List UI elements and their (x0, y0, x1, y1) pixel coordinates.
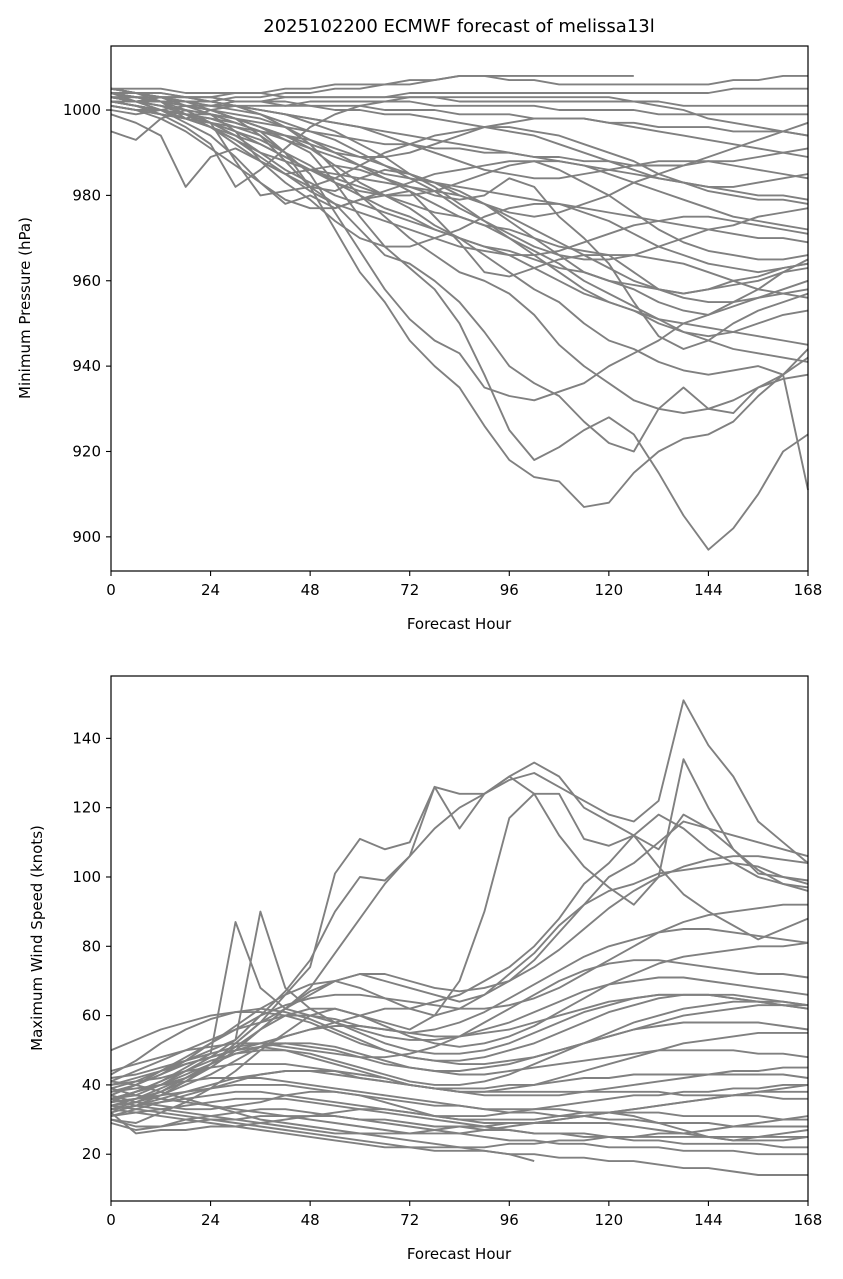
pressure-x-tick-label: 120 (595, 581, 624, 599)
pressure-series-line-32 (110, 87, 809, 274)
wind-series-line-18 (110, 1070, 809, 1111)
wind-series-line-4 (110, 792, 809, 1124)
pressure-series-line-13 (110, 92, 809, 261)
wind-y-axis-label: Maximum Wind Speed (knots) (28, 825, 46, 1051)
pressure-x-tick-label: 168 (794, 581, 823, 599)
wind-y-tick-label: 20 (82, 1145, 101, 1163)
wind-plot-frame (110, 675, 809, 1202)
pressure-series-line-11 (110, 96, 809, 299)
wind-x-tick-label: 144 (694, 1211, 723, 1229)
wind-series-line-10 (110, 928, 809, 1083)
wind-series-line-26 (110, 1097, 809, 1142)
wind-series-line-24 (110, 1108, 808, 1176)
pressure-y-tick-label: 1000 (63, 101, 101, 119)
pressure-series-line-30 (110, 104, 809, 261)
wind-y-tick-label: 80 (82, 937, 101, 955)
pressure-series-line-2 (110, 96, 809, 508)
pressure-series-line-3 (110, 100, 809, 402)
wind-series-group (110, 699, 809, 1176)
pressure-series-line-24 (110, 87, 809, 350)
pressure-series-line-17 (110, 104, 809, 167)
wind-series-line-21 (110, 1077, 808, 1128)
pressure-x-axis-label: Forecast Hour (407, 615, 512, 633)
pressure-y-axis-label: Minimum Pressure (hPa) (16, 217, 34, 399)
wind-series-line-17 (110, 1042, 809, 1100)
pressure-series-line-18 (111, 92, 809, 137)
chart-title: 2025102200 ECMWF forecast of melissa13l (263, 16, 654, 37)
wind-x-tick-label: 48 (301, 1211, 320, 1229)
pressure-series-line-19 (111, 87, 808, 99)
wind-x-tick-label: 120 (595, 1211, 624, 1229)
pressure-y-tick-label: 960 (72, 272, 101, 290)
pressure-y-tick-label: 980 (72, 186, 101, 204)
pressure-series-line-35 (111, 96, 809, 180)
wind-panel: 0 24 48 72 96 120 144 168 20 40 60 80 100 120 140 For… (28, 675, 822, 1263)
wind-series-line-9 (110, 903, 808, 1097)
pressure-y-tick-label: 900 (72, 528, 101, 546)
wind-x-tick-label: 168 (794, 1211, 823, 1229)
wind-x-tick-label: 72 (400, 1211, 419, 1229)
pressure-series-line-34 (111, 92, 809, 158)
wind-x-ticks: 0 24 48 72 96 120 144 168 (106, 1201, 822, 1229)
wind-y-tick-label: 100 (72, 868, 101, 886)
wind-series-line-34 (110, 1031, 808, 1097)
wind-x-tick-label: 0 (106, 1211, 116, 1229)
pressure-series-group (110, 74, 809, 551)
pressure-plot-frame (110, 45, 809, 572)
pressure-series-line-27 (110, 109, 809, 205)
wind-series-line-37 (110, 1004, 808, 1066)
pressure-series-line-22 (110, 96, 808, 116)
wind-series-line-36 (110, 993, 809, 1076)
pressure-y-tick-label: 940 (72, 357, 101, 375)
pressure-series-line-29 (110, 92, 809, 218)
pressure-x-tick-label: 96 (500, 581, 519, 599)
wind-y-tick-label: 120 (72, 799, 101, 817)
pressure-x-tick-label: 48 (301, 581, 320, 599)
wind-series-line-6 (110, 820, 809, 1111)
wind-y-tick-label: 140 (72, 729, 101, 747)
wind-series-line-22 (110, 1097, 808, 1149)
wind-series-line-30 (110, 1104, 809, 1149)
pressure-y-ticks: 900 920 940 960 980 1000 (63, 101, 111, 546)
pressure-x-tick-label: 0 (106, 581, 116, 599)
pressure-series-line-21 (110, 74, 634, 103)
wind-x-tick-label: 96 (500, 1211, 519, 1229)
pressure-series-line-28 (110, 96, 809, 188)
pressure-x-tick-label: 72 (400, 581, 419, 599)
wind-x-tick-label: 24 (201, 1211, 220, 1229)
pressure-series-line-23 (110, 92, 808, 120)
pressure-series-line-31 (110, 96, 809, 257)
pressure-series-line-14 (110, 100, 809, 244)
pressure-panel: 2025102200 ECMWF forecast of melissa13l … (16, 16, 822, 633)
wind-series-line-35 (110, 1000, 809, 1104)
pressure-x-tick-label: 144 (694, 581, 723, 599)
pressure-x-ticks: 0 24 48 72 96 120 144 168 (106, 571, 822, 599)
wind-y-ticks: 20 40 60 80 100 120 140 (72, 729, 111, 1163)
pressure-y-tick-label: 920 (72, 442, 101, 460)
wind-y-tick-label: 60 (82, 1007, 101, 1025)
wind-x-axis-label: Forecast Hour (407, 1245, 512, 1263)
pressure-x-tick-label: 24 (201, 581, 220, 599)
wind-series-line-31 (110, 1083, 809, 1135)
wind-series-line-16 (110, 1021, 809, 1079)
wind-series-line-32 (110, 1083, 808, 1118)
pressure-series-line-33 (110, 100, 809, 231)
pressure-series-line-16 (111, 96, 809, 188)
wind-series-line-3 (110, 758, 809, 1100)
wind-y-tick-label: 40 (82, 1076, 101, 1094)
